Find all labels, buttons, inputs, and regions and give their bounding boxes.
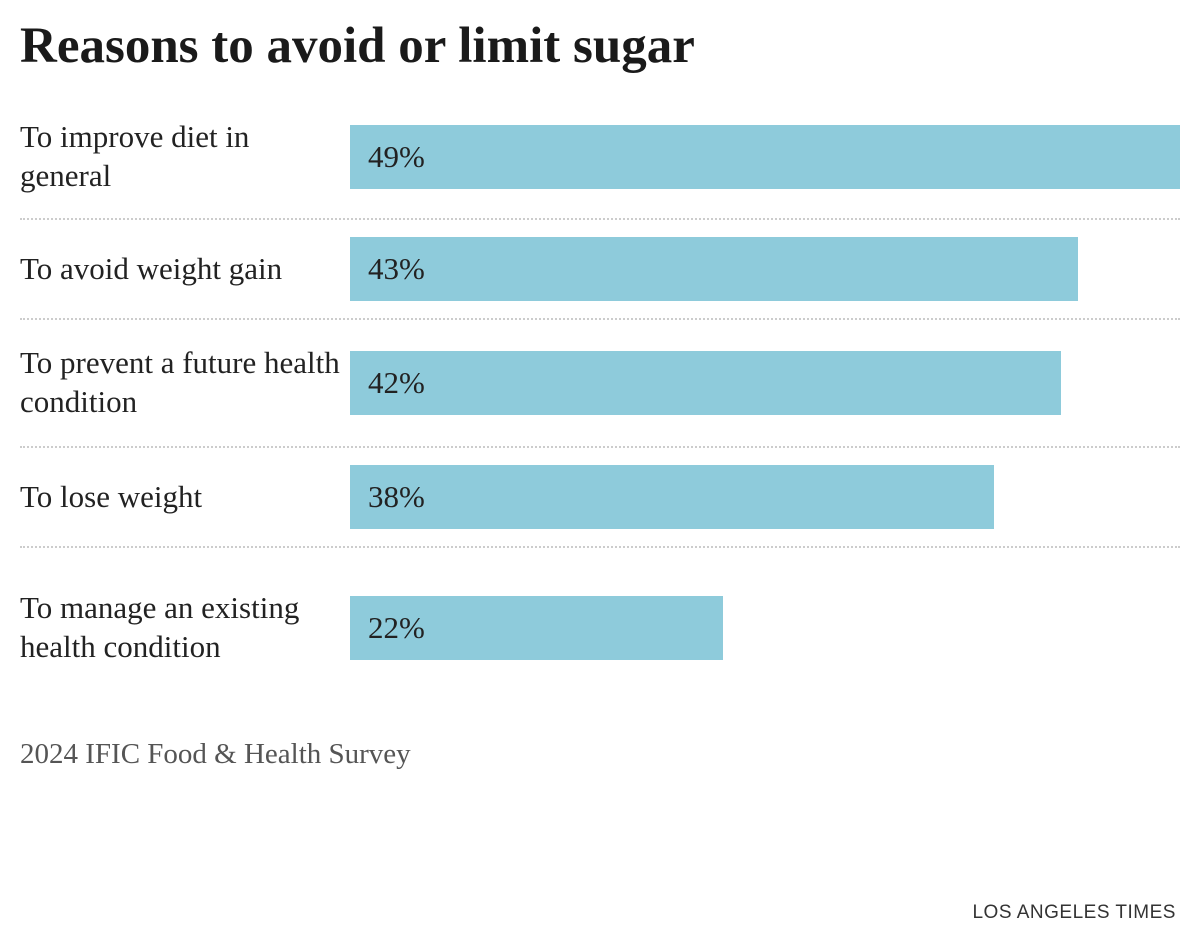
bar-area: 22% bbox=[350, 548, 1180, 708]
bar-value-label: 42% bbox=[350, 365, 425, 401]
bar: 38% bbox=[350, 465, 994, 529]
chart-row: To avoid weight gain43% bbox=[20, 220, 1180, 320]
row-label: To lose weight bbox=[20, 478, 350, 517]
chart-row: To improve diet in general49% bbox=[20, 96, 1180, 220]
chart-container: Reasons to avoid or limit sugar To impro… bbox=[0, 0, 1200, 950]
bar-value-label: 22% bbox=[350, 610, 425, 646]
source-text: 2024 IFIC Food & Health Survey bbox=[20, 738, 1180, 771]
chart-row: To prevent a future health condition42% bbox=[20, 320, 1180, 448]
bar: 43% bbox=[350, 237, 1078, 301]
bar-value-label: 49% bbox=[350, 139, 425, 175]
bar: 42% bbox=[350, 351, 1061, 415]
chart-row: To manage an existing health condition22… bbox=[20, 548, 1180, 708]
bar-area: 43% bbox=[350, 220, 1180, 318]
bar-value-label: 43% bbox=[350, 251, 425, 287]
row-label: To prevent a future health condition bbox=[20, 344, 350, 422]
credit-text: LOS ANGELES TIMES bbox=[972, 902, 1176, 924]
bar-value-label: 38% bbox=[350, 479, 425, 515]
chart-title: Reasons to avoid or limit sugar bbox=[20, 18, 1180, 74]
row-label: To avoid weight gain bbox=[20, 250, 350, 289]
bar-area: 49% bbox=[350, 96, 1180, 218]
row-label: To manage an existing health condition bbox=[20, 589, 350, 667]
chart-rows: To improve diet in general49%To avoid we… bbox=[20, 96, 1180, 708]
bar: 49% bbox=[350, 125, 1180, 189]
bar-area: 38% bbox=[350, 448, 1180, 546]
bar-area: 42% bbox=[350, 320, 1180, 446]
chart-row: To lose weight38% bbox=[20, 448, 1180, 548]
row-label: To improve diet in general bbox=[20, 118, 350, 196]
bar: 22% bbox=[350, 596, 723, 660]
